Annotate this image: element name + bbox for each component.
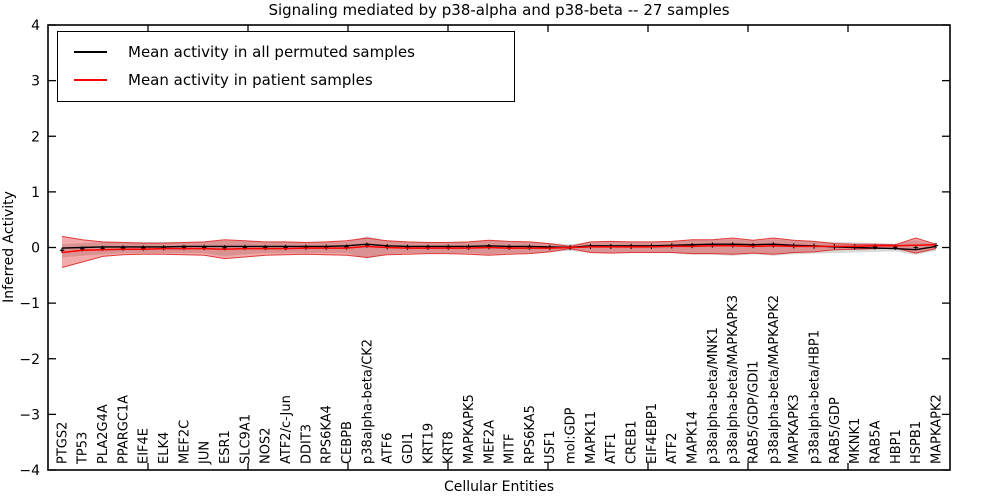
permuted-line-swatch [74,51,107,53]
x-category-label: p38alpha-beta/MNK1 [706,327,721,464]
x-category-labels: PTGS2 TP53 PLA2G4A PPARGC1A EIF4E ELK4 MEF2C JU… [55,295,944,465]
patient-mean-line [61,243,937,254]
legend-entry-patient: Mean activity in patient samples [74,66,514,94]
y-tick-label: 3 [31,74,40,90]
x-category-label: ESR1 [218,430,233,464]
patient-std-band [61,235,937,268]
x-axis-label: Cellular Entities [443,479,555,495]
x-category-label: JUN [198,441,213,465]
x-category-label: MAPKAPK2 [929,394,944,464]
x-category-label: NOS2 [259,428,274,464]
x-category-label: MITF [503,434,518,464]
x-category-label: RPS6KA5 [523,405,538,464]
x-category-label: ATF1 [604,432,619,464]
x-category-label: RPS6KA4 [320,405,335,464]
x-category-label: ATF6 [381,432,396,464]
x-category-label: PLA2G4A [96,404,111,464]
patient-line-swatch [74,79,107,81]
legend-label-patient: Mean activity in patient samples [128,71,373,89]
x-category-label: ATF2/c-Jun [279,395,294,464]
x-category-label: EIF4EBP1 [645,403,660,464]
x-category-label: USF1 [543,430,558,464]
x-category-label: EIF4E [137,428,152,464]
x-category-label: mol:GDP [564,407,579,464]
x-category-label: MAPK14 [686,411,701,464]
y-tick-label: −4 [19,463,40,479]
x-category-label: MAPK11 [584,411,599,464]
x-category-label: p38alpha-beta/HBP1 [807,330,822,464]
x-category-label: p38alpha-beta/MAPKAPK3 [726,295,741,464]
x-category-label: PTGS2 [55,422,70,464]
y-tick-labels: 4 3 2 1 0 −1 −2 −3 −4 [19,18,40,479]
x-category-label: RAB5A [868,420,883,464]
x-category-label: RAB5/GDP [828,397,843,464]
y-tick-label: −1 [19,296,40,312]
x-category-label: DDIT3 [299,424,314,464]
x-category-label: ELK4 [157,432,172,464]
x-category-label: GDI1 [401,432,416,464]
x-category-label: CEBPB [340,421,355,464]
y-tick-label: 0 [31,241,40,257]
legend: Mean activity in all permuted samples Me… [57,31,515,102]
y-tick-label: 2 [31,129,40,145]
x-category-label: HBP1 [889,429,904,464]
x-category-label: RAB5/GDP/GDI1 [747,361,762,464]
x-category-label: MEF2C [177,420,192,464]
permuted-mean-line [61,243,937,251]
x-category-label: CREB1 [625,420,640,464]
legend-entry-permuted: Mean activity in all permuted samples [74,38,514,66]
x-category-label: KRT19 [421,423,436,464]
x-category-label: MAPKAPK5 [462,394,477,464]
y-tick-label: −3 [19,407,40,423]
y-axis-label: Inferred Activity [1,191,17,303]
x-category-label: TP53 [76,432,91,465]
axis-ticks [48,24,950,471]
x-category-label: PPARGC1A [116,395,131,464]
x-category-label: p38alpha-beta/MAPKAPK2 [767,295,782,464]
x-category-label: MAPKAPK3 [787,394,802,464]
x-category-label: HSPB1 [909,421,924,464]
x-category-label: KRT8 [442,431,457,464]
legend-label-permuted: Mean activity in all permuted samples [128,43,415,61]
x-category-label: MKNK1 [848,418,863,464]
x-category-label: SLC9A1 [238,414,253,464]
x-category-label: ATF2 [665,432,680,464]
y-tick-label: −2 [19,352,40,368]
x-category-label: p38alpha-beta/CK2 [360,339,375,464]
x-category-label: MEF2A [482,420,497,464]
y-tick-label: 1 [31,185,40,201]
chart-title: Signaling mediated by p38-alpha and p38-… [268,1,730,19]
y-tick-label: 4 [31,18,40,34]
